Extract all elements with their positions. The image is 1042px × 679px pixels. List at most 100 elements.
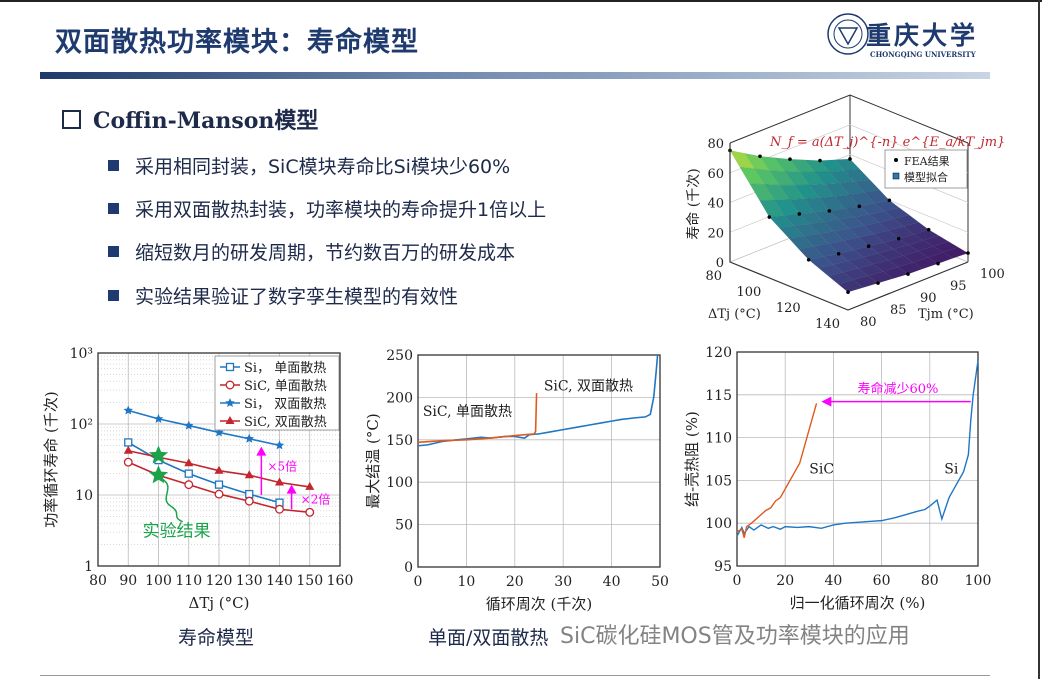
x-tick-label: 20: [506, 574, 524, 590]
x-axis-label: 归一化循环周次 (%): [790, 594, 926, 612]
watermark: SiC碳化硅MOS管及功率模块的应用: [560, 624, 910, 649]
x-tick-label: 100: [965, 573, 992, 589]
y-tick-label: 95: [950, 279, 967, 294]
x-tick-label: 140: [815, 317, 840, 332]
fea-point: [818, 158, 822, 163]
x-tick-label: 130: [236, 573, 263, 589]
square-marker: [214, 480, 224, 489]
y-tick-label: 0: [404, 560, 413, 576]
legend-fea-marker: [894, 158, 898, 162]
x-tick-label: 100: [737, 285, 762, 300]
series-label: SiC, 单面散热: [423, 404, 512, 420]
fea-point: [857, 204, 862, 209]
fea-point: [876, 281, 880, 285]
bullet-item: 采用双面散热封装，功率模块的寿命提升1倍以上: [108, 195, 546, 222]
circle-marker: [225, 380, 235, 390]
caption-single-double-cooling: 单面/双面散热: [428, 627, 549, 649]
y-axis-label: 功率循环寿命 (千次): [42, 391, 60, 527]
square-marker: [245, 489, 254, 499]
title-underline-bar: [40, 72, 990, 79]
x-tick-label: 140: [266, 573, 293, 589]
series-line: [417, 354, 659, 447]
experiment-arrow: [161, 477, 184, 523]
y-axis-label: 结-壳热阻 (%): [683, 411, 701, 507]
legend-fit-marker: [892, 172, 900, 180]
y-tick-label: 100: [386, 475, 413, 491]
fea-point: [906, 272, 910, 276]
life-reduction-annotation: 寿命减少60%: [858, 381, 939, 397]
plot-frame: [97, 352, 341, 567]
circle-marker: [244, 496, 254, 506]
triangle-marker: [275, 477, 284, 486]
circle-marker: [275, 504, 284, 514]
x2-arrowhead: [286, 484, 297, 494]
x-tick-label: 80: [921, 573, 939, 589]
surface-patch: [897, 262, 924, 275]
surface-patch: [867, 271, 894, 284]
x-tick-label: 160: [327, 573, 354, 589]
x-tick-label: 100: [145, 573, 172, 589]
series-label: SiC: [809, 462, 834, 478]
y-tick-label: 250: [386, 348, 413, 364]
section-heading: Coffin-Manson模型: [62, 103, 318, 135]
legend-label: Si， 双面散热: [244, 397, 326, 412]
fea-point: [966, 251, 970, 255]
y-tick-label: 105: [705, 473, 732, 489]
circle-marker: [123, 457, 133, 467]
y-tick-label: 90: [920, 291, 937, 306]
x5-arrowhead: [256, 446, 267, 456]
x-tick-label: 90: [119, 573, 137, 589]
plot-area: [737, 352, 978, 566]
star-marker: [225, 398, 235, 408]
triangle-marker: [214, 465, 224, 474]
fea-point: [846, 290, 850, 294]
series-line: [128, 409, 280, 447]
star-marker: [274, 440, 285, 450]
x-tick-label: 120: [776, 301, 801, 316]
series-line: [417, 393, 538, 444]
y-tick-label: 200: [386, 390, 413, 406]
axis-edge: [729, 94, 969, 144]
circle-marker: [184, 480, 194, 490]
star-marker: [244, 433, 255, 443]
circle-marker: [305, 507, 315, 517]
legend-label: Si， 单面散热: [244, 361, 326, 376]
junction-temperature-chart: 0 10 20 30 40 50 0 50 100 150 200 250 循环周次 (千次) 最大结温 …: [364, 348, 669, 613]
y-tick-label: 1: [84, 559, 93, 575]
bullet-item: 实验结果验证了数字孪生模型的有效性: [108, 282, 458, 309]
x-axis-label: ΔTj (°C): [189, 594, 250, 612]
life-reduction-arrowhead: [821, 396, 832, 407]
fea-point: [936, 261, 940, 266]
square-bullet-icon: [108, 246, 119, 257]
series-line: [736, 403, 818, 538]
star-marker: [183, 420, 194, 430]
x-tick-label: 20: [776, 573, 794, 589]
fea-point: [926, 227, 931, 232]
triangle-marker: [305, 481, 315, 490]
x-tick-label: 30: [554, 574, 572, 590]
fea-point: [848, 157, 852, 161]
star-marker: [148, 465, 169, 484]
bullet-text: 缩短数月的研发周期，节约数百万的研发成本: [135, 242, 516, 264]
circle-marker: [214, 489, 224, 499]
university-logo-text: 重庆大学: [866, 21, 979, 50]
bullet-text: 采用双面散热封装，功率模块的寿命提升1倍以上: [135, 199, 547, 221]
y-tick-label: 10³: [70, 346, 93, 362]
checkbox-bullet-icon: [62, 109, 81, 129]
star-marker: [153, 413, 164, 423]
x-tick-label: 80: [705, 269, 722, 284]
axis-edge: [729, 143, 969, 311]
fea-point: [836, 251, 841, 256]
y-tick-label: 100: [980, 267, 1005, 282]
x-tick-label: 40: [603, 574, 621, 590]
experiment-label: 实验结果: [143, 522, 211, 542]
y-axis-label: Tjm (°C): [918, 307, 974, 322]
square-bullet-icon: [108, 203, 119, 214]
x-tick-label: 50: [651, 574, 669, 590]
top-border: [0, 0, 1042, 2]
square-bullet-icon: [108, 290, 119, 301]
fea-point: [866, 244, 871, 248]
caption-life-model: 寿命模型: [178, 627, 255, 649]
z-tick-label: 80: [707, 137, 724, 152]
